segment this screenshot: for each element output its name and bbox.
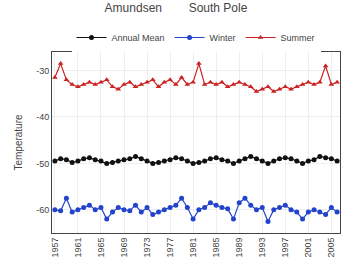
svg-text:2001: 2001 xyxy=(303,238,313,258)
svg-text:-50: -50 xyxy=(36,159,49,169)
svg-text:1973: 1973 xyxy=(142,238,152,258)
svg-text:Amundsen South Pole: Amundsen South Pole xyxy=(105,1,248,15)
svg-text:1989: 1989 xyxy=(234,238,244,258)
svg-text:Annual Mean: Annual Mean xyxy=(112,33,165,43)
svg-text:1969: 1969 xyxy=(119,238,129,258)
svg-text:2005: 2005 xyxy=(326,238,336,258)
svg-text:1981: 1981 xyxy=(188,238,198,258)
svg-text:1957: 1957 xyxy=(50,238,60,258)
svg-text:1961: 1961 xyxy=(73,238,83,258)
svg-text:1977: 1977 xyxy=(165,238,175,258)
svg-text:Winter: Winter xyxy=(210,33,236,43)
svg-text:1997: 1997 xyxy=(280,238,290,258)
svg-text:-60: -60 xyxy=(36,205,49,215)
svg-text:1965: 1965 xyxy=(96,238,106,258)
svg-text:-30: -30 xyxy=(36,66,49,76)
svg-text:Summer: Summer xyxy=(281,33,315,43)
svg-text:Temperature: Temperature xyxy=(13,114,24,171)
svg-text:1993: 1993 xyxy=(257,238,267,258)
svg-text:1985: 1985 xyxy=(211,238,221,258)
svg-text:-40: -40 xyxy=(36,112,49,122)
